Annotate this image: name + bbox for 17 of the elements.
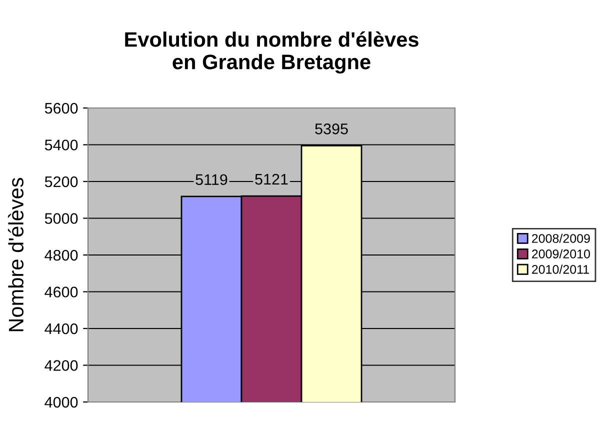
data-label: 5121: [255, 174, 288, 185]
y-tick-label: 4000: [44, 396, 78, 408]
data-label: 5119: [196, 174, 228, 186]
legend-label: 2008/2009: [532, 234, 590, 243]
y-tick-label: 5000: [44, 213, 78, 224]
y-tick-label: 4400: [44, 323, 78, 334]
legend-label: 2009/2010: [532, 249, 590, 258]
chart-title: Evolution du nombre d'élèves en Grande Bretagne: [125, 31, 418, 74]
legend-label: 2010/2011: [532, 264, 589, 274]
y-axis-title: Nombre d'élèves: [8, 178, 24, 332]
y-tick-label: 5600: [44, 102, 78, 114]
y-tick-label: 4600: [44, 286, 78, 298]
data-label: 5395: [315, 123, 348, 134]
y-tick-label: 4800: [44, 250, 78, 261]
y-tick-label: 5400: [44, 140, 78, 150]
y-tick-label: 4200: [44, 360, 78, 371]
y-tick-label: 5200: [44, 176, 78, 188]
